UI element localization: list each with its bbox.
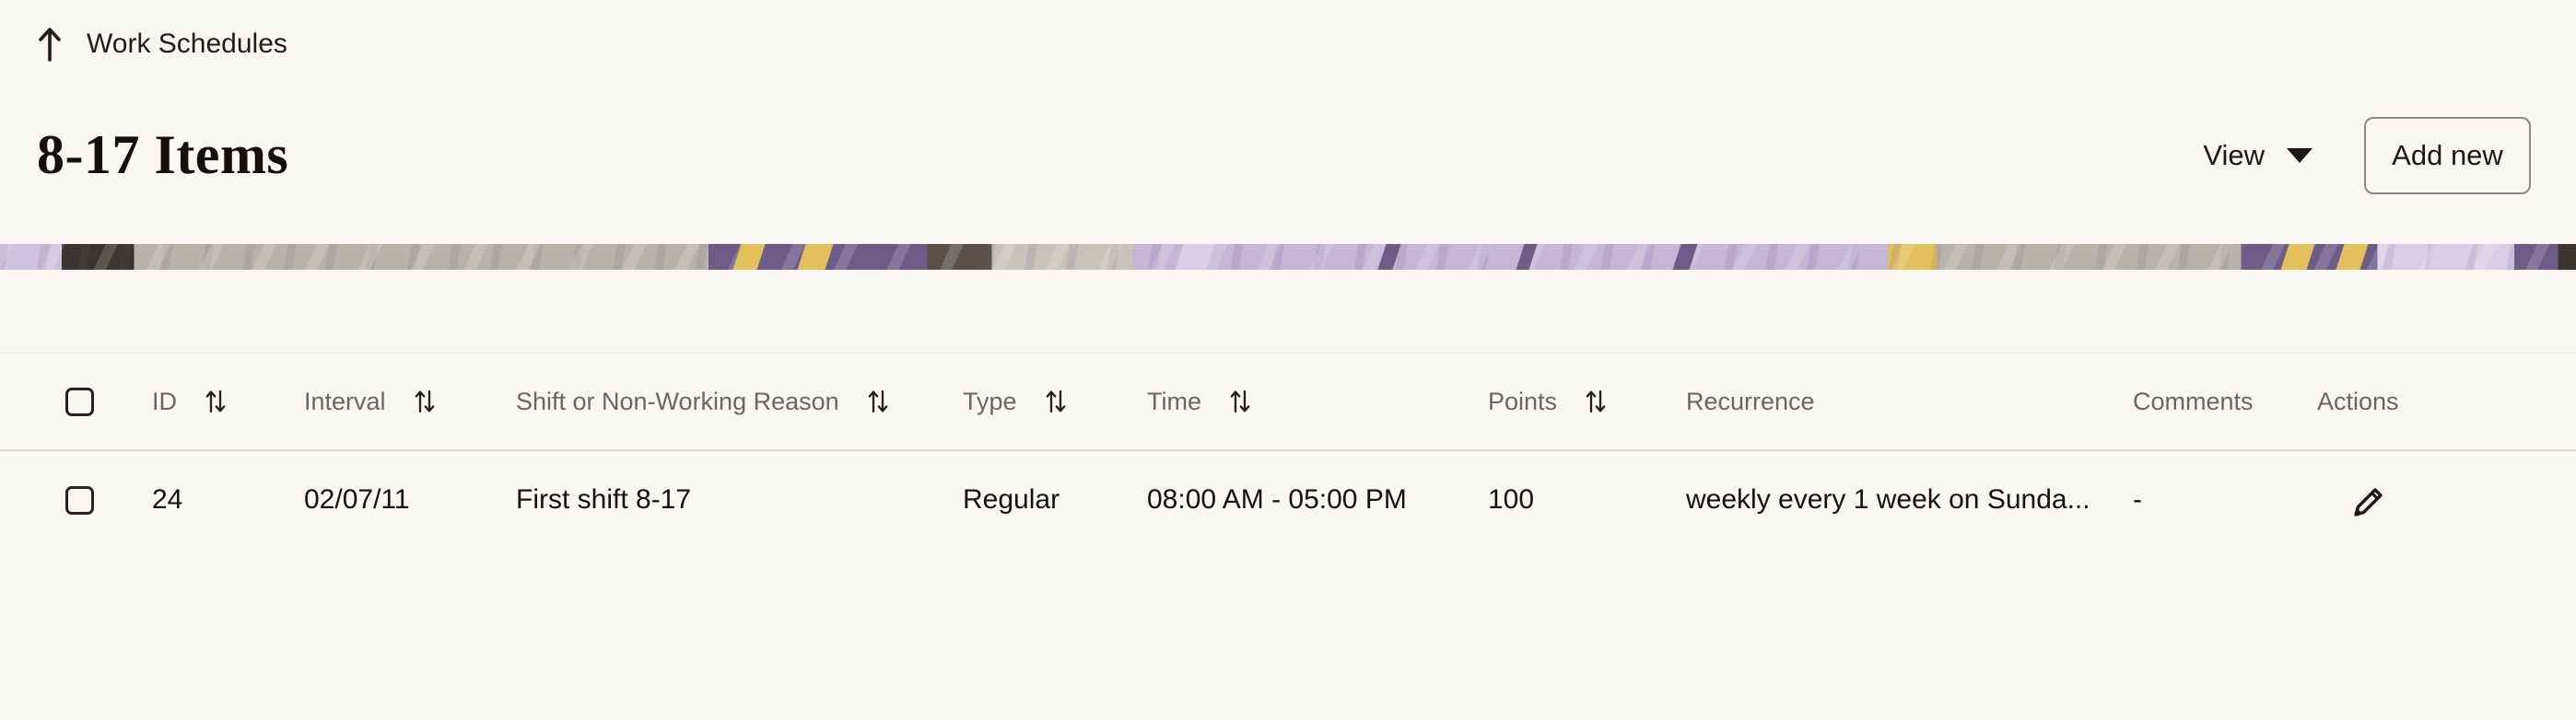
cell-points: 100 <box>1488 484 1535 515</box>
view-dropdown[interactable]: View <box>2203 139 2313 172</box>
column-label: Comments <box>2133 387 2254 415</box>
header-controls: View Add new <box>2203 117 2531 194</box>
cell-actions <box>2299 476 2532 524</box>
banner-stripe <box>732 244 767 270</box>
chevron-down-icon <box>2287 148 2313 163</box>
column-label: Recurrence <box>1686 387 1815 415</box>
column-label: Shift or Non-Working Reason <box>516 387 839 415</box>
column-label: Points <box>1488 387 1558 415</box>
sort-icon[interactable] <box>1585 389 1607 414</box>
view-dropdown-label: View <box>2203 139 2265 171</box>
up-arrow-icon <box>39 28 61 62</box>
banner-stripe <box>2335 244 2370 270</box>
column-label: Type <box>963 387 1017 415</box>
banner-stripe <box>2427 244 2475 270</box>
sort-icon[interactable] <box>1045 389 1067 414</box>
column-header-time[interactable]: Time <box>1129 388 1469 416</box>
column-header-recurrence: Recurrence <box>1668 388 2114 416</box>
banner-stripe <box>2279 244 2316 270</box>
work-schedules-table: ID Interval Shift or Non-Working Reason … <box>0 353 2576 549</box>
cell-interval: 02/07/11 <box>304 484 410 515</box>
sort-icon[interactable] <box>1229 389 1251 414</box>
sort-icon[interactable] <box>205 389 227 414</box>
column-label: ID <box>152 387 177 415</box>
breadcrumb[interactable]: Work Schedules <box>37 26 287 63</box>
cell-id: 24 <box>152 484 183 515</box>
banner-stripe <box>1671 244 1699 270</box>
select-all-checkbox[interactable] <box>65 387 94 416</box>
cell-type: Regular <box>963 484 1060 515</box>
table-header-row: ID Interval Shift or Non-Working Reason … <box>0 353 2576 451</box>
page-title: 8-17 Items <box>37 124 289 185</box>
column-header-interval[interactable]: Interval <box>286 388 498 416</box>
banner-stripe <box>1174 244 1216 270</box>
header-cell-select <box>37 387 134 416</box>
banner-stripe <box>796 244 835 270</box>
table-row: 24 02/07/11 First shift 8-17 Regular 08:… <box>0 451 2576 549</box>
column-label: Interval <box>304 387 386 415</box>
banner-stripe <box>1376 244 1402 270</box>
cell-shift: First shift 8-17 <box>516 484 692 515</box>
column-header-shift-or-non-working-reason[interactable]: Shift or Non-Working Reason <box>498 388 944 416</box>
sort-icon[interactable] <box>867 389 889 414</box>
add-new-button[interactable]: Add new <box>2364 117 2531 194</box>
cell-recurrence: weekly every 1 week on Sunda... <box>1686 484 2090 515</box>
column-header-id[interactable]: ID <box>134 388 286 416</box>
cell-comments: - <box>2133 484 2142 515</box>
column-label: Time <box>1147 387 1201 415</box>
column-label: Actions <box>2317 387 2399 415</box>
edit-pencil-icon <box>2354 488 2383 517</box>
column-header-type[interactable]: Type <box>944 388 1129 416</box>
column-header-comments: Comments <box>2114 388 2299 416</box>
column-header-actions: Actions <box>2299 388 2532 416</box>
edit-row-button[interactable] <box>2343 476 2391 524</box>
banner-stripe <box>1515 244 1539 270</box>
row-checkbox[interactable] <box>65 485 94 515</box>
breadcrumb-label[interactable]: Work Schedules <box>87 29 287 59</box>
row-select-cell <box>37 485 134 515</box>
sort-icon[interactable] <box>414 389 436 414</box>
column-header-points[interactable]: Points <box>1469 388 1668 416</box>
cell-time: 08:00 AM - 05:00 PM <box>1147 484 1407 515</box>
decorative-banner <box>0 244 2576 270</box>
